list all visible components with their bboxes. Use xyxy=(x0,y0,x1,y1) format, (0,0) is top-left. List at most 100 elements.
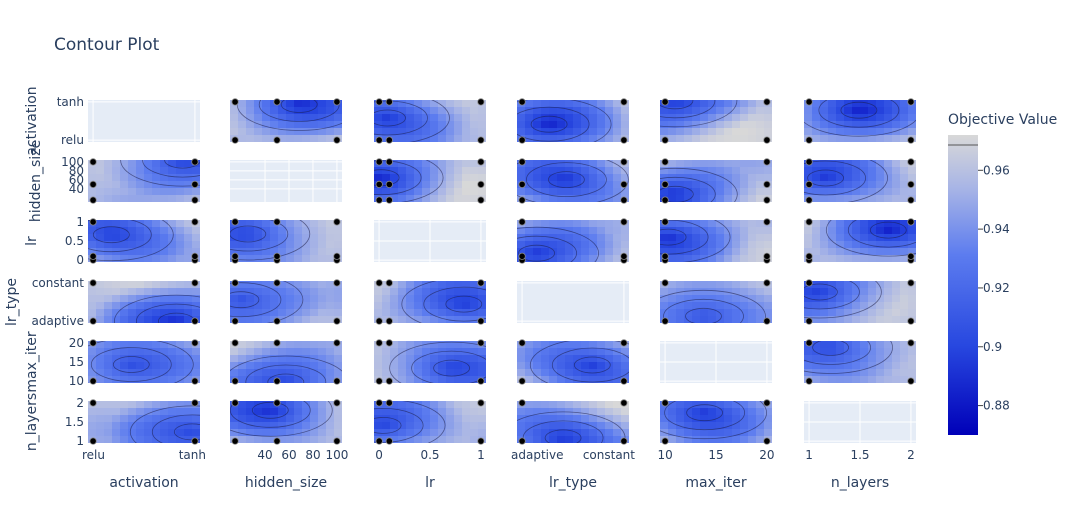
contour-fill-cell xyxy=(876,227,885,235)
contour-fill-cell xyxy=(605,415,614,423)
contour-line xyxy=(129,405,200,443)
contour-fill-cell xyxy=(557,160,566,168)
contour-fill-cell xyxy=(836,195,845,202)
contour-fill-cell xyxy=(668,288,677,296)
contour-fill-cell xyxy=(390,401,399,409)
contour-fill-cell xyxy=(254,255,263,262)
contour-fill-cell xyxy=(454,369,463,377)
colorbar: Objective Value 0.960.940.920.90.88 xyxy=(948,112,1057,435)
contour-fill-cell xyxy=(557,362,566,370)
contour-fill-cell xyxy=(136,241,145,249)
contour-fill-cell xyxy=(716,234,725,242)
contour-fill-cell xyxy=(286,135,295,142)
contour-fill-cell xyxy=(446,401,455,409)
contour-fill-cell xyxy=(144,376,153,383)
contour-fill-cell xyxy=(470,422,479,430)
contour-fill-cell xyxy=(557,248,566,256)
contour-fill-cell xyxy=(836,128,845,136)
contour-fill-cell xyxy=(422,376,431,383)
contour-fill-cell xyxy=(820,255,829,262)
contour-fill-cell xyxy=(764,114,772,122)
contour-fill-cell xyxy=(740,302,749,310)
contour-line xyxy=(812,341,849,356)
contour-fill-cell xyxy=(96,188,105,196)
contour-fill-cell xyxy=(597,369,606,377)
contour-fill-cell xyxy=(581,234,590,242)
contour-fill-cell xyxy=(398,408,407,416)
contour-fill-cell xyxy=(184,281,193,289)
contour-fill-cell xyxy=(254,248,263,256)
contour-fill-cell xyxy=(892,174,901,182)
contour-fill-cell xyxy=(294,369,303,377)
contour-fill-cell xyxy=(668,167,677,175)
trial-point xyxy=(89,399,97,407)
contour-fill-cell xyxy=(573,422,582,430)
contour-fill-cell xyxy=(868,114,877,122)
contour-fill-cell xyxy=(748,220,757,228)
contour-fill-cell xyxy=(613,100,622,108)
subplot-n_layers-vs-lr_type xyxy=(517,399,629,445)
contour-fill-cell xyxy=(462,415,471,423)
contour-fill-cell xyxy=(860,355,869,363)
contour-fill-cell xyxy=(549,167,558,175)
contour-fill-cell xyxy=(621,241,629,249)
contour-fill-cell xyxy=(700,195,709,202)
contour-fill-cell xyxy=(430,302,439,310)
contour-fill-cell xyxy=(748,316,757,323)
contour-fill-cell xyxy=(900,355,909,363)
contour-fill-cell xyxy=(868,167,877,175)
contour-fill-cell xyxy=(136,341,145,349)
contour-fill-cell xyxy=(908,288,916,296)
contour-fill-cell xyxy=(192,248,200,256)
contour-fill-cell xyxy=(812,114,821,122)
contour-fill-cell xyxy=(184,429,193,437)
contour-fill-cell xyxy=(581,362,590,370)
contour-fill-cell xyxy=(168,160,177,168)
contour-fill-cell xyxy=(748,309,757,317)
contour-fill-cell xyxy=(176,295,185,303)
contour-fill-cell xyxy=(573,121,582,129)
contour-line xyxy=(825,220,916,257)
contour-fill-cell xyxy=(884,348,893,356)
trial-point xyxy=(805,317,813,325)
contour-fill-cell xyxy=(470,114,479,122)
contour-fill-cell xyxy=(581,355,590,363)
contour-fill-cell xyxy=(230,248,239,256)
contour-fill-cell xyxy=(812,174,821,182)
contour-fill-cell xyxy=(541,114,550,122)
contour-fill-cell xyxy=(302,302,311,310)
contour-fill-cell xyxy=(660,234,669,242)
trial-point xyxy=(620,180,628,188)
contour-fill-cell xyxy=(406,160,415,168)
contour-fill-cell xyxy=(668,220,677,228)
contour-fill-cell xyxy=(605,181,614,189)
contour-fill-cell xyxy=(605,128,614,136)
contour-fill-cell xyxy=(597,355,606,363)
contour-fill-cell xyxy=(605,220,614,228)
contour-fill-cell xyxy=(820,369,829,377)
contour-fill-cell xyxy=(286,369,295,377)
contour-fill-cell xyxy=(374,174,383,182)
contour-fill-cell xyxy=(278,436,287,443)
contour-fill-cell xyxy=(716,401,725,409)
contour-fill-cell xyxy=(160,316,169,323)
contour-fill-cell xyxy=(836,355,845,363)
contour-fill-cell xyxy=(860,195,869,202)
contour-fill-cell xyxy=(860,376,869,383)
contour-fill-cell xyxy=(724,167,733,175)
contour-fill-cell xyxy=(302,401,311,409)
contour-line xyxy=(411,350,486,383)
contour-fill-cell xyxy=(310,316,319,323)
contour-fill-cell xyxy=(692,107,701,115)
contour-fill-cell xyxy=(176,348,185,356)
contour-fill-cell xyxy=(192,234,200,242)
contour-fill-cell xyxy=(104,401,113,409)
chart-title: Contour Plot xyxy=(54,35,160,55)
contour-fill-cell xyxy=(278,362,287,370)
contour-fill-cell xyxy=(748,114,757,122)
contour-fill-cell xyxy=(692,281,701,289)
contour-fill-cell xyxy=(294,128,303,136)
contour-fill-cell xyxy=(900,281,909,289)
contour-fill-cell xyxy=(613,188,622,196)
contour-fill-cell xyxy=(294,436,303,443)
